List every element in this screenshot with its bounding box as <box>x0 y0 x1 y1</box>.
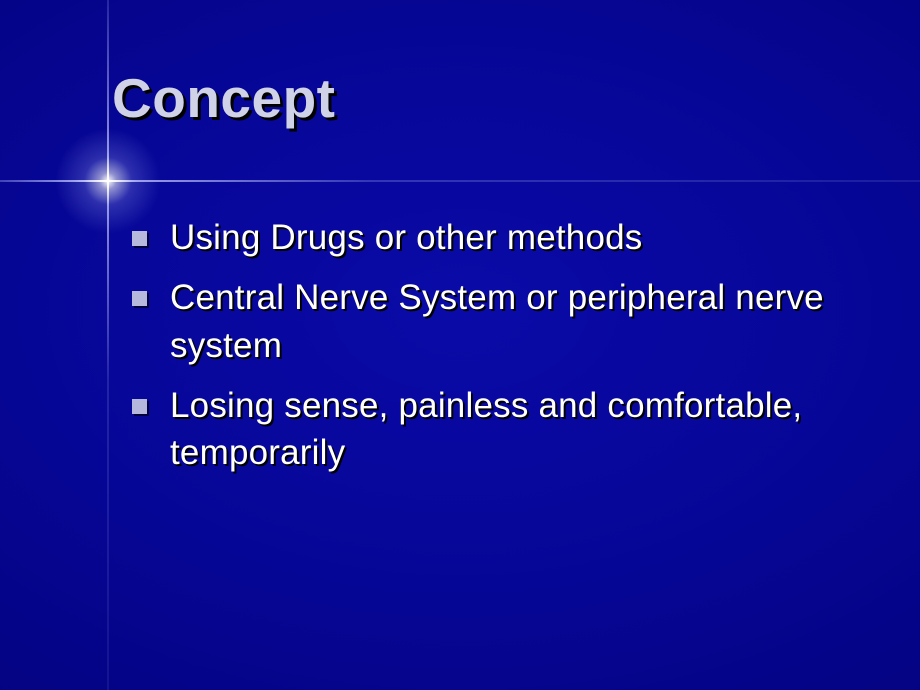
bullet-icon <box>132 399 147 414</box>
horizontal-divider <box>0 180 920 182</box>
bullet-text: Central Nerve System or peripheral nerve… <box>170 274 870 369</box>
list-item: Using Drugs or other methods Using Drugs… <box>132 214 870 261</box>
bullet-text: Losing sense, painless and comfortable, … <box>170 382 870 477</box>
list-item: Losing sense, painless and comfortable, … <box>132 382 870 477</box>
slide-title-area: Concept Concept <box>112 66 336 130</box>
list-item: Central Nerve System or peripheral nerve… <box>132 274 870 369</box>
bullet-icon <box>132 291 147 306</box>
vertical-divider <box>107 0 109 690</box>
bullet-icon <box>132 231 147 246</box>
bullet-text: Using Drugs or other methods Using Drugs… <box>170 214 870 261</box>
slide-title: Concept <box>112 66 336 130</box>
slide-body: Using Drugs or other methods Using Drugs… <box>132 214 870 489</box>
